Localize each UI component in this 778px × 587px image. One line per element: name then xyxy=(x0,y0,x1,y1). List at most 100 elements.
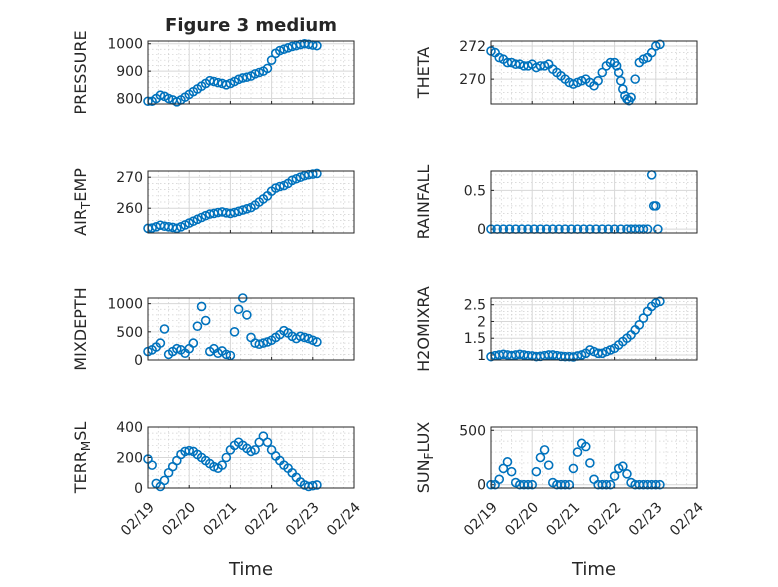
y-tick-label: 0 xyxy=(477,222,486,238)
data-point xyxy=(262,63,273,74)
data-point xyxy=(188,338,199,348)
y-tick-label: 0 xyxy=(134,353,143,369)
x-axis-label-left: Time xyxy=(228,559,273,580)
data-point xyxy=(192,321,203,331)
y-axis-label-part: SUN xyxy=(414,459,433,493)
x-tick-label: 02/22 xyxy=(242,499,282,539)
data-point xyxy=(531,466,542,477)
data-point xyxy=(655,296,665,307)
x-tick-label: 02/23 xyxy=(626,499,666,539)
data-point xyxy=(225,350,236,361)
data-point xyxy=(155,338,166,348)
data-point xyxy=(650,201,661,211)
data-point xyxy=(295,331,306,342)
x-tick-label: 02/24 xyxy=(324,499,364,539)
data-points xyxy=(143,293,322,361)
subplot-pressure: 800 900 1000 PRESSURE xyxy=(71,30,355,115)
y-axis-label: MIXDEPTH xyxy=(71,287,90,370)
data-point xyxy=(233,304,244,315)
data-point xyxy=(312,337,322,347)
data-point xyxy=(611,61,622,71)
data-point xyxy=(601,479,612,490)
y-tick-label: 1.5 xyxy=(464,331,486,347)
data-point xyxy=(646,47,657,58)
data-point xyxy=(539,445,550,455)
x-axis-label-right: Time xyxy=(571,559,616,580)
y-axis-label-part: THETA xyxy=(414,47,433,99)
data-point xyxy=(275,45,285,56)
data-point xyxy=(262,437,273,448)
data-point xyxy=(233,206,244,217)
data-point xyxy=(585,458,595,468)
subplot-terr-msl: 0 200 400 TERRMSL 02/19 02/20 02/21 02/22 02/23 0… xyxy=(71,420,364,539)
data-point xyxy=(163,93,174,104)
y-axis-label-part: AIR xyxy=(71,209,90,236)
y-tick-label: 500 xyxy=(459,423,486,439)
data-point xyxy=(523,479,533,490)
axes-frame xyxy=(147,170,355,234)
x-tick-label: 02/20 xyxy=(159,499,199,539)
data-point xyxy=(221,349,232,360)
data-point xyxy=(172,343,182,354)
data-point xyxy=(307,480,318,491)
data-point xyxy=(242,72,252,82)
y-tick-label: 1000 xyxy=(107,37,143,53)
data-point xyxy=(502,457,513,467)
x-tick-label: 02/23 xyxy=(283,499,323,539)
data-point xyxy=(597,67,608,78)
data-point xyxy=(568,463,579,474)
data-point xyxy=(638,313,649,323)
data-point xyxy=(498,463,509,474)
y-tick-label: 270 xyxy=(116,170,143,186)
data-point xyxy=(250,445,260,455)
data-point xyxy=(560,479,570,490)
y-axis-label: AIRTEMP xyxy=(71,168,93,236)
axes-background xyxy=(491,427,697,488)
y-axis-label-part: PRESSURE xyxy=(71,30,90,114)
y-axis-label-part: TERR xyxy=(71,451,90,494)
data-point xyxy=(535,452,546,463)
x-tick-label: 02/21 xyxy=(200,499,240,539)
data-points xyxy=(486,39,665,106)
x-tick-label: 02/24 xyxy=(667,499,707,539)
y-axis-label-part: LUX xyxy=(414,422,433,453)
data-point xyxy=(242,204,252,214)
data-point xyxy=(605,479,616,490)
y-tick-label: 500 xyxy=(116,325,143,341)
y-tick-label: 270 xyxy=(459,72,486,88)
data-points xyxy=(143,431,322,492)
y-tick-label: 0 xyxy=(134,481,143,497)
y-axis-label-part: T xyxy=(79,201,93,210)
data-points xyxy=(486,438,665,490)
data-point xyxy=(242,310,252,320)
data-point xyxy=(626,92,636,103)
data-point xyxy=(312,40,322,51)
y-tick-label: 1000 xyxy=(107,297,143,313)
y-axis-label-part: MIXDEPTH xyxy=(71,287,90,370)
data-point xyxy=(229,327,240,337)
y-axis-label: RAINFALL xyxy=(414,165,433,240)
y-tick-label: 800 xyxy=(116,92,143,108)
x-tick-label: 02/19 xyxy=(118,499,158,539)
data-points xyxy=(143,168,322,234)
data-point xyxy=(275,181,285,192)
subplot-theta: 270 272 THETA xyxy=(414,39,698,106)
x-tick-label: 02/21 xyxy=(543,499,583,539)
data-point xyxy=(564,479,575,490)
data-point xyxy=(312,168,322,179)
data-points xyxy=(486,296,665,362)
data-point xyxy=(229,207,240,218)
subplot-air-temp: 260 270 AIRTEMP xyxy=(71,168,355,236)
data-point xyxy=(650,479,661,490)
y-axis-label-part: RAINFALL xyxy=(414,165,433,240)
axes-frame xyxy=(490,170,698,234)
data-point xyxy=(572,447,583,457)
data-point xyxy=(312,480,322,490)
y-tick-label: 400 xyxy=(116,420,143,436)
data-point xyxy=(299,332,310,343)
data-point xyxy=(266,55,277,65)
data-point xyxy=(196,301,207,312)
